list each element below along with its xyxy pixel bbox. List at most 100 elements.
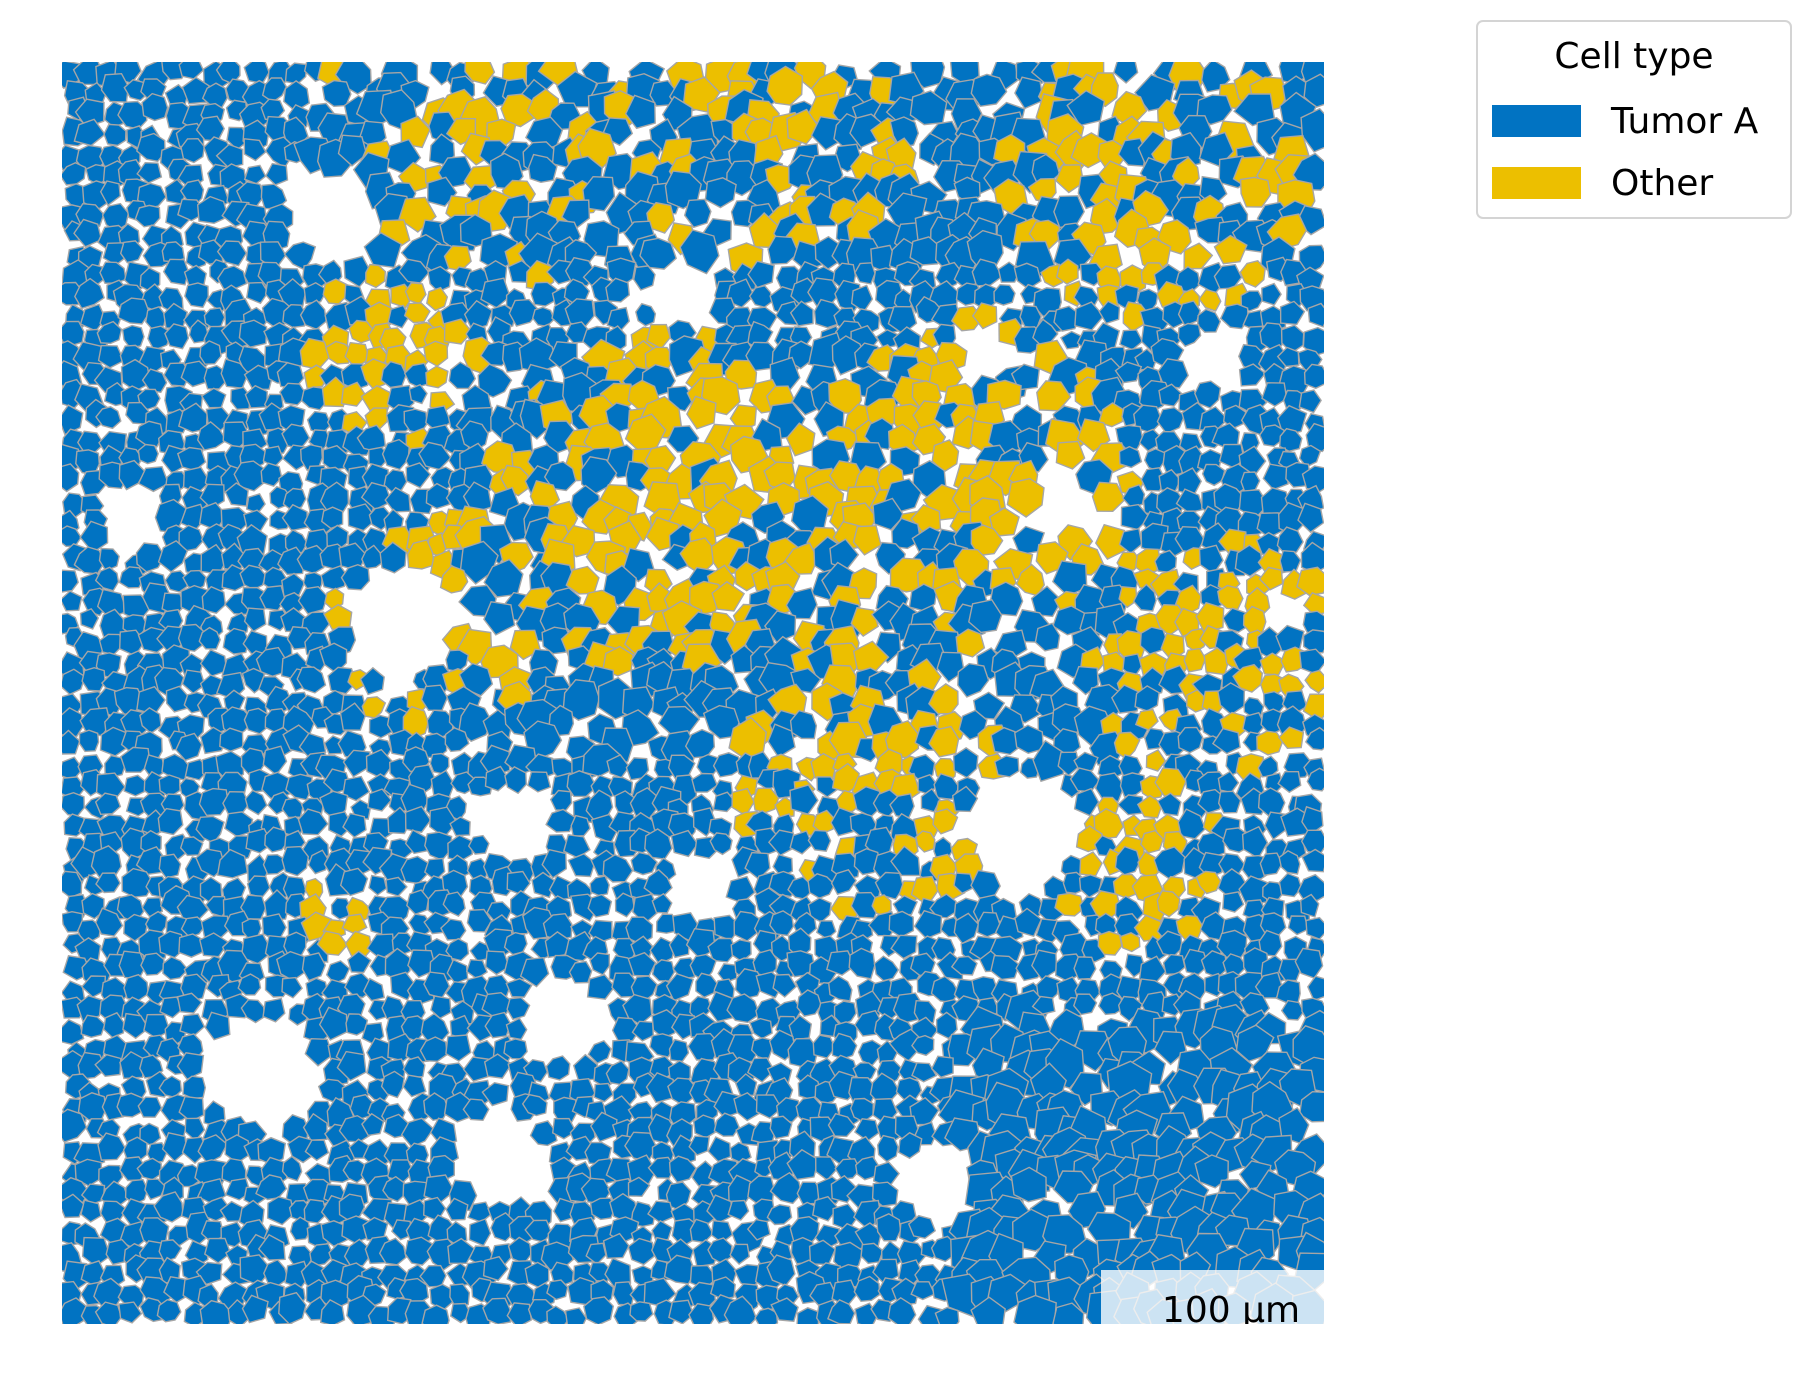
cell-tumor-a (62, 870, 83, 899)
cell-tumor-a (119, 240, 145, 264)
cell-tumor-a (321, 506, 344, 530)
cell-tumor-a (343, 255, 373, 288)
cell-tumor-a (1052, 605, 1086, 636)
cell-tumor-a (384, 486, 412, 513)
cell-other (443, 318, 473, 345)
cell-tumor-a (888, 1028, 922, 1062)
cell-tumor-a (323, 735, 345, 755)
cell-tumor-a (157, 540, 189, 573)
cell-tumor-a (1234, 544, 1264, 578)
cell-tumor-a (863, 417, 896, 451)
cell-tumor-a (668, 1038, 690, 1063)
cell-tumor-a (1112, 62, 1139, 84)
cell-tumor-a (707, 1136, 732, 1163)
cell-tumor-a (265, 162, 289, 186)
cell-tumor-a (363, 231, 403, 269)
cell-tumor-a (467, 834, 490, 855)
cell-other (688, 580, 724, 616)
cell-tumor-a (1306, 767, 1324, 792)
cell-tumor-a (1307, 302, 1324, 328)
cell-other (341, 913, 368, 935)
cell-other (1054, 164, 1085, 194)
cell-other (404, 282, 427, 305)
cell-tumor-a (1278, 427, 1303, 453)
cell-other (500, 93, 536, 128)
cell-tumor-a (909, 952, 936, 977)
cell-tumor-a (326, 524, 349, 551)
cell-tumor-a (95, 872, 121, 894)
cell-tumor-a (713, 1090, 742, 1119)
cell-tumor-a (362, 1216, 389, 1241)
cell-tumor-a (243, 607, 267, 633)
cell-other (1258, 566, 1284, 591)
cell-tumor-a (635, 302, 657, 327)
cell-tumor-a (1098, 300, 1121, 325)
cell-tumor-a (281, 976, 303, 999)
cell-tumor-a (1300, 541, 1324, 574)
cell-tumor-a (260, 462, 283, 488)
cell-tumor-a (1298, 444, 1322, 468)
cell-tumor-a (62, 162, 87, 186)
cell-tumor-a (976, 911, 1001, 938)
cell-tumor-a (222, 627, 250, 655)
cell-tumor-a (62, 1108, 88, 1143)
cell-other (970, 524, 1004, 557)
cell-other (361, 696, 387, 719)
cell-other (1239, 260, 1266, 288)
cell-tumor-a (204, 1011, 231, 1041)
cell-other (1156, 890, 1181, 918)
cell-other (1134, 708, 1159, 731)
cell-other (646, 201, 676, 234)
cell-tumor-a (1194, 380, 1222, 409)
cell-tumor-a (704, 177, 737, 209)
cell-tumor-a (462, 1098, 490, 1122)
cell-tumor-a (141, 368, 168, 394)
cell-other (1006, 477, 1045, 518)
cell-other (1119, 932, 1141, 953)
cell-tumor-a (710, 1219, 734, 1244)
cell-tumor-a (429, 752, 450, 775)
cell-segmentation-map: 100 µm (62, 62, 1324, 1324)
cell-tumor-a (195, 815, 225, 844)
cell-other (1154, 767, 1187, 797)
cell-tumor-a (503, 931, 528, 956)
cell-tumor-a (297, 585, 329, 615)
cell-tumor-a (244, 789, 268, 816)
cell-other (1183, 242, 1214, 270)
cell-tumor-a (408, 383, 428, 405)
cell-tumor-a (178, 933, 205, 958)
cell-tumor-a (814, 1156, 838, 1182)
cell-tumor-a (519, 956, 550, 988)
cell-tumor-a (164, 323, 190, 350)
cell-other (767, 683, 808, 719)
cell-tumor-a (1301, 848, 1324, 873)
cell-tumor-a (651, 1008, 680, 1039)
cell-tumor-a (505, 1017, 528, 1041)
cell-tumor-a (1153, 1030, 1188, 1066)
cell-tumor-a (930, 1055, 954, 1079)
cell-tumor-a (831, 1032, 858, 1060)
cell-tumor-a (1097, 992, 1125, 1016)
cell-tumor-a (545, 1055, 571, 1081)
cell-tumor-a (1014, 76, 1044, 110)
cell-tumor-a (243, 364, 275, 391)
cell-other (1277, 726, 1305, 750)
cell-tumor-a (890, 845, 921, 877)
cell-other (316, 930, 349, 956)
cell-tumor-a (1034, 622, 1061, 652)
cell-tumor-a (176, 992, 203, 1014)
cell-other (1217, 584, 1244, 611)
cell-tumor-a (283, 80, 311, 113)
cell-tumor-a (734, 1073, 758, 1097)
cell-tumor-a (1031, 995, 1056, 1015)
cell-tumor-a (195, 848, 226, 878)
cell-tumor-a (1298, 389, 1322, 414)
cell-tumor-a (426, 176, 458, 207)
cell-tumor-a (1280, 999, 1305, 1021)
cell-tumor-a (367, 788, 393, 812)
cell-tumor-a (789, 300, 814, 327)
cell-other (1296, 566, 1324, 597)
cell-tumor-a (1217, 790, 1242, 814)
cell-tumor-a (94, 792, 122, 816)
cell-tumor-a (785, 587, 818, 620)
